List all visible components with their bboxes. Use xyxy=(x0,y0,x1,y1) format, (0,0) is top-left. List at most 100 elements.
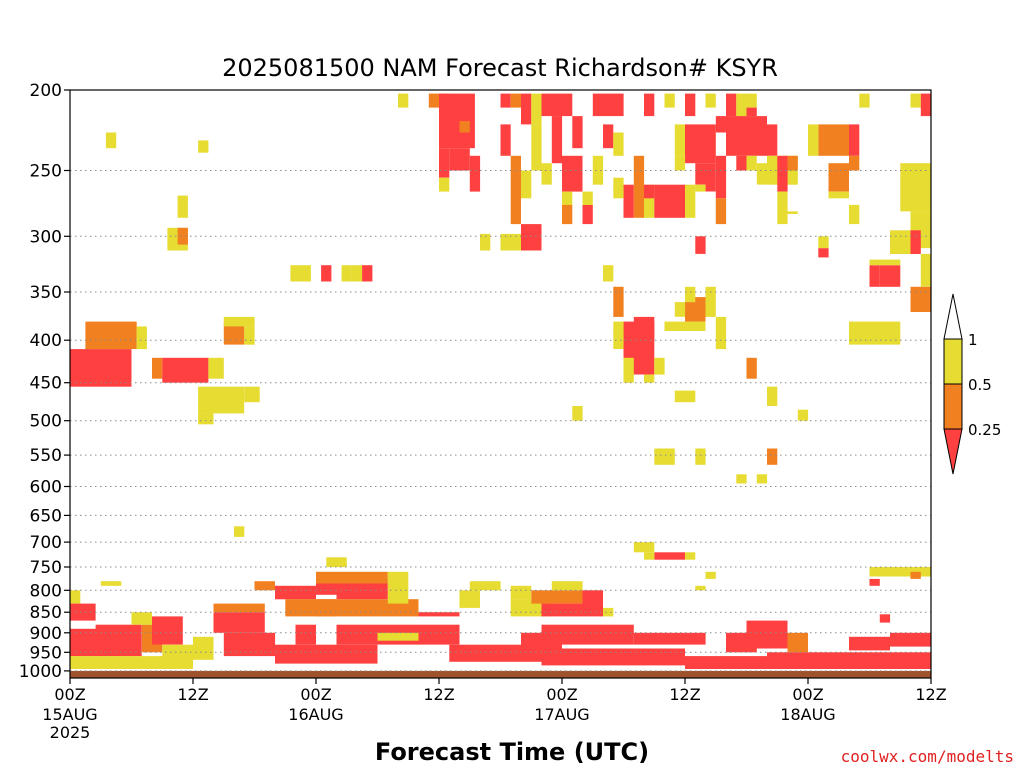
ri-cell xyxy=(223,316,255,327)
y-tick-label: 650 xyxy=(30,506,62,526)
ri-cell xyxy=(439,148,450,178)
ri-cell xyxy=(208,357,224,379)
ri-cell xyxy=(193,636,214,660)
ri-cell xyxy=(715,116,727,133)
ri-cell xyxy=(849,155,860,171)
ri-cell xyxy=(849,124,860,156)
y-tick-label: 550 xyxy=(30,446,62,466)
ri-cell xyxy=(213,612,265,633)
ri-cell xyxy=(521,224,542,251)
x-tick-label: 12Z xyxy=(669,685,700,704)
ri-cell xyxy=(387,571,409,604)
ri-cell xyxy=(521,93,532,125)
ri-cell xyxy=(459,590,480,608)
ri-cell xyxy=(808,124,819,156)
ri-cell xyxy=(674,302,686,317)
ri-cell xyxy=(582,204,593,225)
y-tick-label: 850 xyxy=(30,603,62,623)
plot-frame xyxy=(69,89,932,679)
x-date-label: 15AUG xyxy=(42,705,97,724)
ri-cell xyxy=(685,124,716,164)
ri-cell xyxy=(541,163,552,185)
ri-cell xyxy=(613,177,624,199)
ri-cell xyxy=(664,321,706,331)
ri-cell xyxy=(633,316,655,341)
legend-label: 0.5 xyxy=(968,376,992,394)
ri-cell xyxy=(695,448,706,465)
chart-title: 2025081500 NAM Forecast Richardson# KSYR xyxy=(222,54,778,82)
ri-cell xyxy=(321,265,332,282)
ri-cell xyxy=(890,230,911,254)
ri-cell xyxy=(818,124,850,156)
ri-cell xyxy=(695,163,706,185)
ri-cell xyxy=(787,632,808,653)
ri-cell xyxy=(177,227,188,245)
ri-cell xyxy=(198,413,214,425)
ri-cell xyxy=(70,656,193,669)
y-tick-label: 950 xyxy=(30,643,62,663)
ri-cell xyxy=(726,116,767,156)
ri-cell xyxy=(70,349,132,387)
y-tick-label: 200 xyxy=(30,81,62,101)
ri-cell xyxy=(767,448,778,465)
y-tick-label: 300 xyxy=(30,227,62,247)
ri-cell xyxy=(746,155,757,171)
ri-cell xyxy=(551,581,583,591)
ri-cell xyxy=(244,326,255,345)
ri-cell xyxy=(797,409,809,421)
ri-cell xyxy=(582,590,603,608)
ri-cell xyxy=(531,590,583,604)
ri-cell xyxy=(152,616,183,645)
x-date-label: 17AUG xyxy=(534,705,589,724)
y-tick-label: 750 xyxy=(30,558,62,578)
ri-cell xyxy=(654,448,675,465)
ri-cell xyxy=(849,204,860,225)
ri-cell xyxy=(70,590,81,604)
ri-cell xyxy=(480,233,491,251)
ri-cell xyxy=(531,93,542,125)
x-tick-label: 00Z xyxy=(300,685,331,704)
ri-cell xyxy=(879,265,901,287)
legend: 1 0.5 0.25 xyxy=(943,293,1001,475)
legend-label: 1 xyxy=(968,331,978,349)
ri-cell xyxy=(500,93,511,108)
ri-cell xyxy=(685,656,767,669)
ri-cell xyxy=(449,148,470,171)
ri-cell xyxy=(756,474,768,484)
ri-cell xyxy=(644,93,655,117)
ri-cell xyxy=(551,116,563,164)
y-axis: 200 250 300 350 400 450 500 550 600 650 700 750 8008… xyxy=(19,81,70,682)
ri-cell xyxy=(705,163,716,192)
ri-cell xyxy=(223,632,276,657)
legend-red-triangle xyxy=(943,428,963,475)
ri-cell xyxy=(418,612,460,617)
ri-cell xyxy=(715,316,727,350)
ri-cell xyxy=(756,163,768,185)
ri-cell xyxy=(869,567,931,577)
ri-cell xyxy=(633,632,706,645)
ri-cell xyxy=(398,93,409,108)
ri-cell xyxy=(469,155,481,192)
legend-label: 0.25 xyxy=(968,421,1001,439)
ri-cell xyxy=(213,603,265,613)
ri-cell xyxy=(685,552,696,560)
ri-cell xyxy=(100,581,122,586)
ri-cell xyxy=(767,386,778,406)
ri-cell xyxy=(685,286,696,303)
ri-cell xyxy=(572,116,583,149)
ri-cell xyxy=(351,265,363,282)
y-tick-label: 400 xyxy=(30,331,62,351)
ri-cell xyxy=(654,552,686,560)
ri-cell xyxy=(223,321,245,345)
ri-cell xyxy=(920,93,932,117)
ri-cell xyxy=(439,93,475,149)
ground-band xyxy=(70,670,931,678)
ri-cell xyxy=(469,581,501,591)
ri-cell xyxy=(849,636,890,651)
credit-text: coolwx.com/modelts xyxy=(841,747,1014,766)
ri-cell xyxy=(603,124,614,149)
ri-cell xyxy=(562,204,573,225)
ri-cell xyxy=(859,93,870,108)
ri-cell xyxy=(362,265,373,282)
y-tick-label: 450 xyxy=(30,374,62,394)
